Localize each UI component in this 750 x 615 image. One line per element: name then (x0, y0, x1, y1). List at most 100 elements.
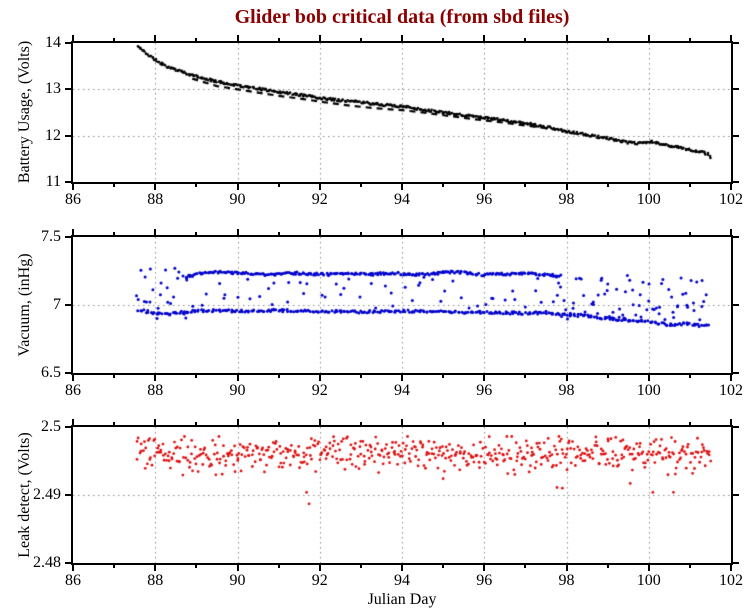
x-tick-mark (483, 35, 486, 41)
y-tick-mark (733, 304, 739, 306)
y-tick-mark (65, 42, 71, 44)
y-tick-mark (65, 426, 71, 428)
x-tick-mark (236, 565, 239, 571)
x-minor-tick-mark (688, 565, 691, 568)
x-tick-label: 102 (719, 382, 743, 399)
x-tick-label: 94 (394, 191, 410, 208)
x-tick-label: 100 (636, 382, 661, 399)
x-tick-label: 96 (476, 382, 493, 399)
y-tick-mark (733, 88, 739, 91)
x-tick-label: 88 (147, 191, 164, 208)
x-minor-tick-mark (688, 232, 691, 235)
x-tick-label: 98 (558, 191, 575, 208)
x-tick-mark (565, 184, 568, 190)
x-minor-tick-mark (442, 565, 445, 568)
x-tick-mark (565, 229, 568, 235)
x-minor-tick-mark (606, 38, 609, 41)
x-minor-tick-mark (195, 422, 198, 425)
y-tick-mark (733, 236, 739, 238)
x-minor-tick-mark (195, 232, 198, 235)
battery-y-axis-label: Battery Usage, (Volts) (16, 40, 33, 184)
y-tick-label: 11 (45, 173, 61, 190)
x-tick-mark (730, 565, 732, 571)
x-minor-tick-mark (277, 38, 280, 41)
battery-subplot (71, 41, 733, 184)
x-minor-tick-mark (688, 38, 691, 41)
x-minor-tick-mark (277, 232, 280, 235)
x-tick-mark (72, 35, 74, 41)
x-tick-mark (565, 35, 568, 41)
x-tick-mark (483, 375, 486, 381)
x-minor-tick-mark (606, 422, 609, 425)
x-tick-mark (483, 229, 486, 235)
y-tick-mark (733, 494, 739, 496)
x-tick-mark (236, 184, 239, 190)
x-minor-tick-mark (359, 232, 362, 235)
y-tick-label: 2.5 (41, 418, 61, 435)
x-tick-mark (647, 229, 650, 235)
x-tick-mark (401, 565, 403, 571)
vacuum-subplot (71, 235, 733, 375)
x-tick-mark (72, 375, 74, 381)
x-tick-mark (318, 184, 321, 190)
y-tick-mark (733, 426, 739, 428)
x-tick-label: 102 (719, 191, 743, 208)
x-tick-label: 94 (394, 382, 410, 399)
x-tick-mark (401, 419, 403, 425)
x-tick-mark (236, 419, 239, 425)
x-tick-mark (565, 565, 568, 571)
y-tick-mark (733, 372, 739, 374)
x-tick-label: 90 (229, 382, 246, 399)
x-minor-tick-mark (359, 38, 362, 41)
x-tick-mark (483, 419, 486, 425)
x-tick-mark (236, 229, 239, 235)
y-tick-label: 2.48 (33, 554, 61, 571)
x-tick-mark (483, 565, 486, 571)
x-tick-mark (72, 184, 74, 190)
x-tick-mark (401, 35, 403, 41)
x-minor-tick-mark (359, 184, 362, 187)
x-minor-tick-mark (606, 565, 609, 568)
y-tick-label: 12 (45, 126, 61, 144)
x-tick-label: 102 (719, 572, 743, 589)
x-minor-tick-mark (524, 565, 527, 568)
y-tick-mark (733, 562, 739, 564)
x-minor-tick-mark (524, 38, 527, 41)
x-tick-mark (318, 565, 321, 571)
x-tick-label: 100 (636, 572, 661, 589)
x-tick-label: 86 (65, 572, 81, 589)
x-tick-label: 94 (394, 572, 410, 589)
figure-title: Glider bob critical data (from sbd files… (234, 6, 570, 28)
y-tick-mark (65, 181, 71, 183)
x-tick-mark (730, 419, 732, 425)
y-tick-label: 7.5 (41, 228, 61, 245)
x-tick-mark (318, 35, 321, 41)
x-tick-mark (647, 184, 650, 190)
x-tick-label: 92 (311, 572, 328, 589)
y-tick-mark (65, 236, 71, 238)
x-tick-mark (565, 375, 568, 381)
x-tick-label: 98 (558, 382, 575, 399)
x-tick-label: 96 (476, 191, 493, 208)
x-tick-mark (154, 184, 157, 190)
x-minor-tick-mark (277, 184, 280, 187)
x-minor-tick-mark (524, 184, 527, 187)
x-minor-tick-mark (113, 232, 116, 235)
x-minor-tick-mark (442, 184, 445, 187)
x-tick-mark (72, 565, 74, 571)
leak-scatter-canvas (73, 427, 731, 563)
x-tick-label: 92 (311, 382, 328, 399)
x-tick-mark (647, 565, 650, 571)
x-tick-mark (730, 375, 732, 381)
x-minor-tick-mark (113, 565, 116, 568)
x-tick-mark (730, 229, 732, 235)
x-tick-mark (318, 229, 321, 235)
y-tick-label: 6.5 (41, 364, 61, 381)
x-tick-mark (401, 375, 403, 381)
x-tick-mark (730, 184, 732, 190)
x-minor-tick-mark (359, 565, 362, 568)
x-tick-mark (318, 375, 321, 381)
x-tick-mark (318, 419, 321, 425)
y-tick-label: 7 (53, 296, 61, 313)
x-minor-tick-mark (524, 422, 527, 425)
